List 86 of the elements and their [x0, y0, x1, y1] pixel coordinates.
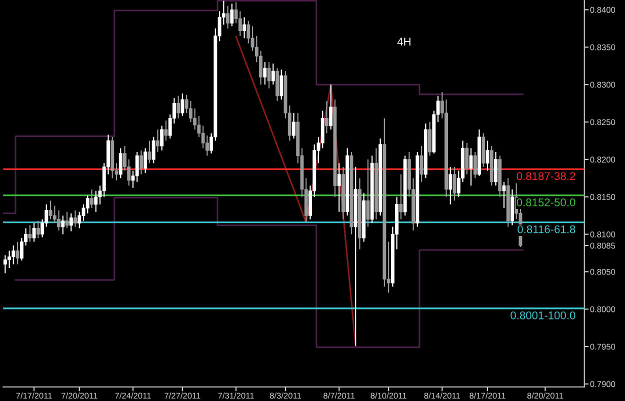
candlestick: [156, 128, 160, 152]
x-tick-label: 7/17/2011: [16, 392, 52, 399]
y-tick-label: 0.8100: [590, 231, 616, 238]
candlestick: [399, 174, 403, 220]
x-tick-label: 7/27/2011: [164, 392, 200, 399]
candlestick: [3, 254, 7, 274]
candlestick: [144, 148, 148, 174]
y-tick-label: 0.7900: [590, 381, 616, 388]
candlestick: [280, 69, 284, 100]
y-tick-label: 0.8000: [590, 306, 616, 312]
candlestick: [69, 212, 73, 232]
candlestick: [28, 224, 32, 242]
candlestick: [263, 62, 267, 86]
y-tick-label: 0.8300: [590, 82, 616, 88]
candlestick: [193, 108, 197, 130]
candlestick: [448, 166, 452, 205]
candlestick: [473, 151, 477, 179]
candlestick: [452, 166, 456, 202]
ref-line-label: 0.8001-100.0: [510, 311, 576, 320]
candlestick: [180, 93, 184, 117]
candlestick: [267, 62, 271, 89]
annotation: 4H: [397, 38, 410, 46]
candlestick: [164, 120, 168, 142]
candlestick: [148, 140, 152, 164]
candlestick: [57, 210, 60, 232]
candlestick: [230, 3, 234, 27]
candlestick: [8, 250, 12, 269]
candlestick: [12, 244, 16, 265]
candlestick: [78, 211, 82, 229]
candlestick: [74, 210, 77, 228]
candlestick: [246, 20, 250, 44]
candlestick: [135, 151, 139, 182]
x-tick-label: 8/7/2011: [324, 392, 355, 399]
candlestick: [176, 95, 180, 119]
x-tick-label: 8/3/2011: [270, 392, 302, 399]
candlestick: [494, 151, 498, 186]
candlestick: [152, 136, 156, 164]
candlestick: [90, 188, 94, 209]
candlestick: [428, 121, 432, 156]
candlestick: [420, 145, 424, 182]
candlestick: [61, 215, 65, 235]
candlestick: [502, 181, 506, 209]
candlestick: [242, 16, 246, 39]
candlestick: [160, 125, 164, 151]
ref-line-label: 0.8187-38.2: [516, 172, 576, 180]
y-tick-label: 0.8200: [590, 156, 616, 163]
candlestick: [118, 148, 122, 179]
candlestick: [205, 134, 209, 156]
x-tick-label: 7/24/2011: [115, 392, 151, 399]
x-tick-label: 8/17/2011: [470, 392, 506, 399]
candlestick: [366, 158, 370, 228]
candlestick: [465, 142, 469, 175]
candlestick: [259, 50, 262, 86]
candlestick: [188, 100, 192, 123]
y-tick-label: 0.8400: [590, 6, 616, 13]
x-tick-label: 8/20/2011: [527, 392, 564, 399]
y-tick-label: 0.8250: [590, 119, 616, 126]
candlestick: [325, 100, 328, 134]
ref-line-label: 0.8152-50.0: [516, 198, 576, 206]
candlestick: [510, 188, 514, 226]
candlestick: [86, 194, 90, 214]
x-tick-label: 7/31/2011: [218, 392, 254, 399]
x-tick-label: 7/20/2011: [62, 392, 98, 399]
candlestick: [94, 190, 98, 212]
candlestick: [226, 5, 230, 29]
candlestick: [271, 63, 275, 86]
candlestick: [486, 140, 490, 172]
candlestick: [292, 112, 296, 140]
candlestick: [16, 241, 20, 265]
candlestick: [238, 10, 242, 36]
x-tick-label: 8/10/2011: [370, 392, 406, 399]
candlestick: [329, 84, 333, 130]
candlestick: [469, 148, 473, 186]
candlestick: [48, 200, 52, 220]
y-tick-label: 0.8150: [590, 194, 616, 200]
y-tick-label: 0.8050: [590, 268, 616, 275]
candlestick: [36, 220, 40, 239]
candlestick: [32, 222, 36, 242]
candlestick: [337, 162, 341, 212]
ref-line-label: 0.8116-61.8: [518, 225, 576, 234]
x-tick-label: 8/14/2011: [424, 392, 460, 399]
candlestick: [65, 211, 69, 229]
y-tick-label: 0.7950: [590, 344, 616, 350]
y-tick-label: 0.8085: [590, 242, 616, 249]
y-tick-label: 0.8350: [590, 44, 616, 50]
candlestick: [140, 150, 143, 175]
